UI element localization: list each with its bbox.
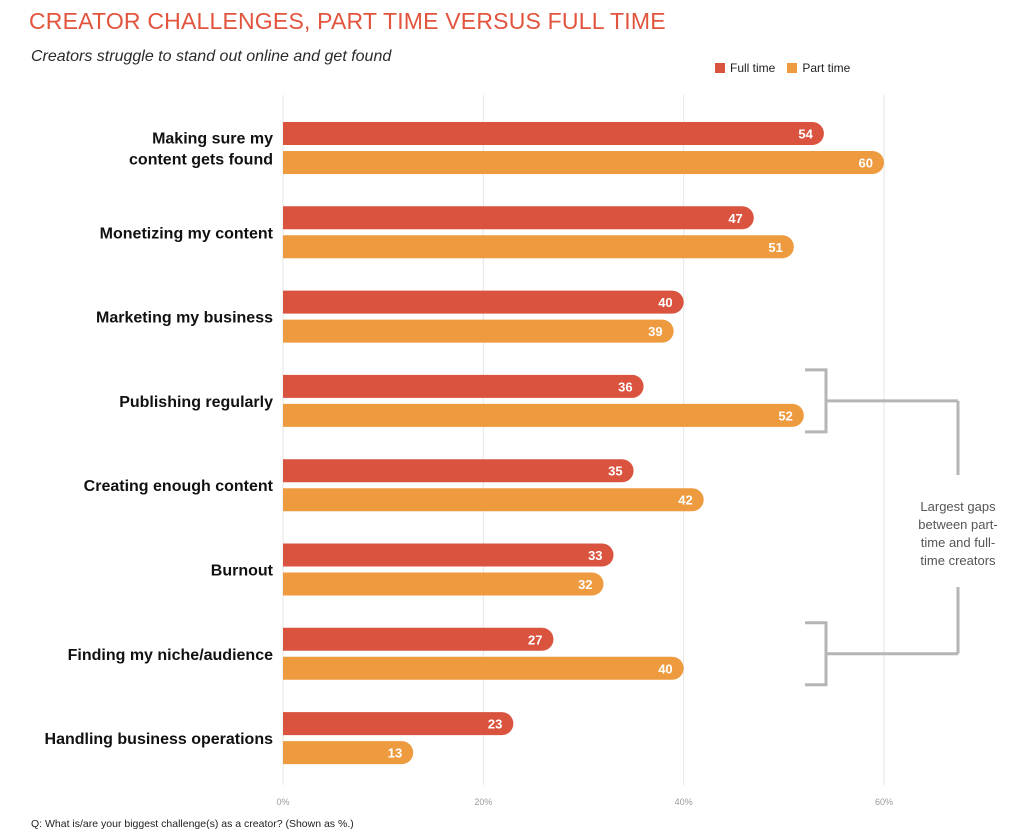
bar-full-time [283, 290, 684, 314]
legend-swatch-full-time [715, 63, 725, 73]
data-label: 33 [588, 548, 602, 563]
bar-full-time [283, 712, 514, 736]
bar-full-time [283, 122, 824, 145]
legend-item-part-time: Part time [787, 61, 850, 75]
bar-part-time [283, 656, 684, 680]
data-label: 39 [648, 324, 662, 339]
data-label: 52 [778, 408, 792, 423]
category-label: Creating enough content [84, 478, 274, 495]
data-label: 40 [658, 295, 672, 310]
x-tick-label: 20% [474, 797, 492, 807]
category-label: Finding my niche/audience [68, 647, 273, 664]
category-label: Burnout [211, 563, 274, 580]
legend-label-part-time: Part time [802, 61, 851, 75]
bar-part-time [283, 488, 704, 512]
bar-part-time [283, 572, 604, 596]
data-label: 60 [859, 156, 873, 171]
bar-full-time [283, 206, 754, 230]
data-label: 13 [388, 746, 402, 761]
annotation-bracket [805, 621, 958, 687]
legend-item-full-time: Full time [715, 61, 775, 75]
category-label: Making sure my content gets found [129, 131, 273, 169]
annotation-text: Largest gaps between part-time and full-t… [918, 499, 998, 568]
legend-label-full-time: Full time [730, 61, 776, 75]
footnote: Q: What is/are your biggest challenge(s)… [31, 818, 354, 830]
bar-part-time [283, 319, 674, 343]
category-label: Handling business operations [45, 731, 274, 748]
bar-full-time [283, 459, 634, 483]
chart-legend: Full time Part time [715, 61, 862, 75]
bar-full-time [283, 627, 554, 651]
category-label: Publishing regularly [119, 394, 273, 411]
data-label: 35 [608, 464, 622, 479]
bar-part-time [283, 741, 414, 765]
bar-part-time [283, 403, 804, 427]
chart-title: CREATOR CHALLENGES, PART TIME VERSUS FUL… [29, 8, 666, 34]
data-label: 36 [618, 379, 632, 394]
bar-part-time [283, 235, 794, 259]
data-label: 40 [658, 661, 672, 676]
x-tick-label: 0% [276, 797, 289, 807]
data-label: 27 [528, 632, 542, 647]
legend-swatch-part-time [787, 63, 798, 73]
bar-full-time [283, 374, 644, 398]
data-label: 54 [798, 127, 813, 142]
data-label: 42 [678, 493, 692, 508]
x-tick-label: 40% [675, 797, 693, 807]
bar-part-time [283, 151, 884, 174]
data-label: 32 [578, 577, 592, 592]
data-label: 23 [488, 717, 502, 732]
category-label: Marketing my business [96, 310, 273, 327]
chart-subtitle: Creators struggle to stand out online an… [31, 48, 392, 65]
data-label: 51 [768, 240, 782, 255]
category-label: Monetizing my content [100, 225, 274, 242]
bar-full-time [283, 543, 614, 567]
data-label: 47 [728, 211, 742, 226]
annotation-bracket [805, 368, 958, 434]
x-tick-label: 60% [875, 797, 893, 807]
